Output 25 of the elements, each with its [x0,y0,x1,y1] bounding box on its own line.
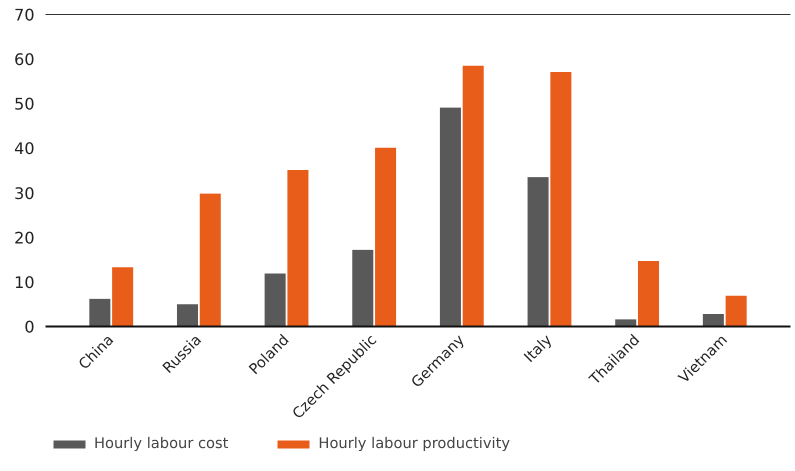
bar [287,170,308,326]
legend-label: Hourly labour productivity [318,435,510,452]
bar [264,273,286,326]
legend-label: Hourly labour cost [94,435,228,452]
y-tick-label: 30 [14,184,34,203]
bar [638,260,660,326]
bar [200,194,221,326]
bar [375,148,396,326]
y-tick-label: 10 [14,272,34,292]
y-tick-label: 60 [14,50,34,70]
bar [528,177,549,326]
bar [440,108,461,326]
y-tick-label: 20 [14,228,34,248]
bar [726,296,747,326]
bar [176,304,198,326]
bar [550,72,572,326]
y-tick-label: 40 [14,139,34,158]
y-tick-label: 0 [24,318,35,336]
bar [352,250,374,326]
y-tick-label: 50 [14,94,34,114]
bar [89,298,110,326]
y-tick-label: 70 [14,6,34,24]
bar [702,314,724,326]
bar [462,66,484,326]
bar [112,267,134,326]
